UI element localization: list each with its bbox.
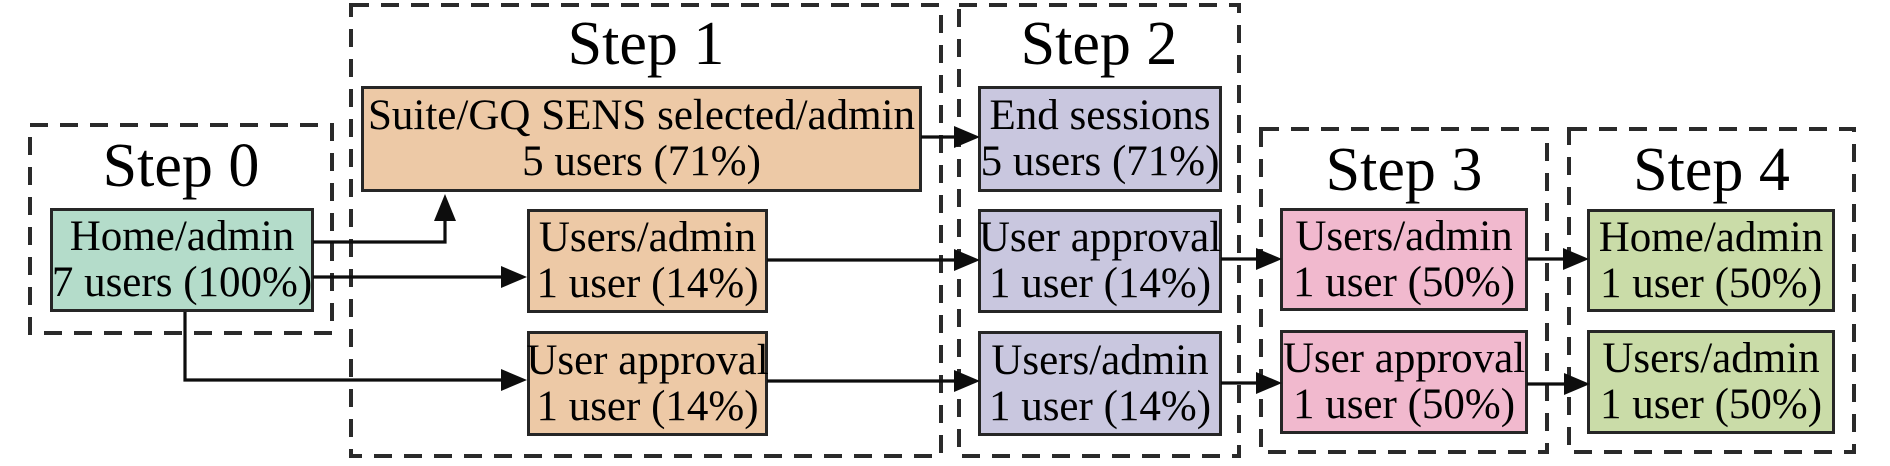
node-step1-user-approval: User approval 1 user (14%) xyxy=(526,331,769,436)
node-step3-users-admin: Users/admin 1 user (50%) xyxy=(1280,208,1528,311)
node-label: Users/admin xyxy=(538,214,757,261)
step4-title: Step 4 xyxy=(1633,136,1790,204)
node-label: Home/admin xyxy=(1598,213,1824,261)
node-label: Home/admin xyxy=(69,213,295,260)
node-label: End sessions xyxy=(989,92,1211,139)
arrowhead-up-suite1 xyxy=(434,194,456,221)
node-label: User approval xyxy=(978,214,1222,261)
node-step2-user-approval: User approval 1 user (14%) xyxy=(978,209,1222,313)
node-label: Users/admin xyxy=(1295,212,1513,260)
node-label: Users/admin xyxy=(1602,335,1820,382)
step3-title: Step 3 xyxy=(1325,136,1483,204)
arrowhead-usersadmin2 xyxy=(954,370,980,392)
node-stat: 1 user (50%) xyxy=(1292,258,1516,306)
node-label: User approval xyxy=(1282,335,1526,382)
arrowhead-usersadmin1 xyxy=(501,266,527,288)
arrowhead-userapproval1 xyxy=(501,369,527,391)
node-label: Users/admin xyxy=(991,336,1209,384)
node-label: User approval xyxy=(526,336,769,384)
node-stat: 7 users (100%) xyxy=(51,259,313,306)
arrow-home0-to-userapproval1 xyxy=(183,312,502,382)
arrowhead-userapproval3 xyxy=(1256,372,1282,394)
node-step1-users-admin: Users/admin 1 user (14%) xyxy=(527,209,768,313)
node-stat: 1 user (14%) xyxy=(536,382,759,430)
node-stat: 1 user (14%) xyxy=(536,260,759,307)
node-label: Suite/GQ SENS selected/admin xyxy=(368,92,915,139)
node-step4-home-admin: Home/admin 1 user (50%) xyxy=(1587,209,1835,312)
node-stat: 1 user (14%) xyxy=(988,260,1212,307)
step0-title: Step 0 xyxy=(102,132,260,200)
arrow-home0-to-suite1 xyxy=(313,220,447,244)
arrowhead-endsessions2 xyxy=(954,126,980,148)
node-step3-user-approval: User approval 1 user (50%) xyxy=(1280,330,1528,434)
arrowhead-userapproval2 xyxy=(954,249,980,271)
node-step2-end-sessions: End sessions 5 users (71%) xyxy=(978,86,1222,192)
arrowhead-homeadmin4 xyxy=(1563,248,1589,270)
node-stat: 1 user (50%) xyxy=(1599,259,1823,307)
node-stat: 1 user (50%) xyxy=(1292,381,1516,428)
node-stat: 5 users (71%) xyxy=(980,138,1220,185)
node-stat: 1 user (50%) xyxy=(1599,381,1823,428)
node-step0-home-admin: Home/admin 7 users (100%) xyxy=(50,208,314,312)
node-step1-suite-gq-sens: Suite/GQ SENS selected/admin 5 users (71… xyxy=(361,86,922,192)
node-step2-users-admin: Users/admin 1 user (14%) xyxy=(978,331,1222,436)
node-step4-users-admin: Users/admin 1 user (50%) xyxy=(1587,330,1835,434)
step2-title: Step 2 xyxy=(1020,10,1178,78)
arrowhead-usersadmin3 xyxy=(1256,248,1282,270)
node-stat: 5 users (71%) xyxy=(522,138,761,185)
node-stat: 1 user (14%) xyxy=(988,382,1212,430)
step1-title: Step 1 xyxy=(567,10,725,78)
